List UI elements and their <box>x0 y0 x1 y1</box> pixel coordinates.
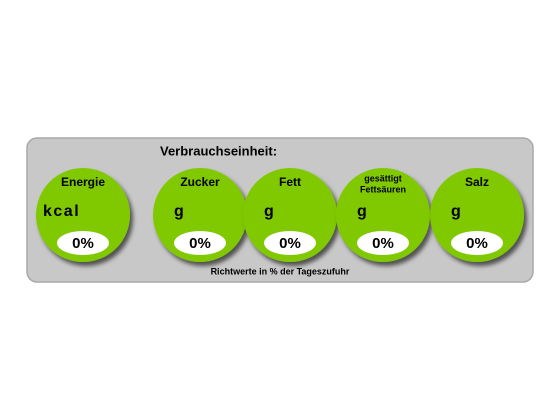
nutrient-percent: 0% <box>189 235 211 252</box>
nutrient-percent: 0% <box>372 235 394 252</box>
nutrient-unit: g <box>357 203 367 220</box>
percent-pill <box>264 231 316 255</box>
nutrient-name: Salz <box>465 175 489 189</box>
percent-pill <box>451 231 503 255</box>
nutrient-unit: kcal <box>43 203 80 220</box>
nutrient-percent: 0% <box>279 235 301 252</box>
nutrient-unit: g <box>174 203 184 220</box>
nutrient-percent: 0% <box>72 235 94 252</box>
title: Verbrauchseinheit: <box>160 143 277 158</box>
nutrient-percent: 0% <box>466 235 488 252</box>
nutrient-name: Energie <box>61 175 105 189</box>
nutrient-name: Fettsäuren <box>360 184 406 194</box>
percent-pill <box>174 231 226 255</box>
percent-pill <box>57 231 109 255</box>
nutrient-name: Fett <box>279 175 301 189</box>
nutrient-unit: g <box>451 203 461 220</box>
nutrient-name: gesättigt <box>364 173 402 183</box>
nutrient-name: Zucker <box>180 175 220 189</box>
nutrient-unit: g <box>264 203 274 220</box>
footer: Richtwerte in % der Tageszufuhr <box>211 266 350 276</box>
percent-pill <box>357 231 409 255</box>
